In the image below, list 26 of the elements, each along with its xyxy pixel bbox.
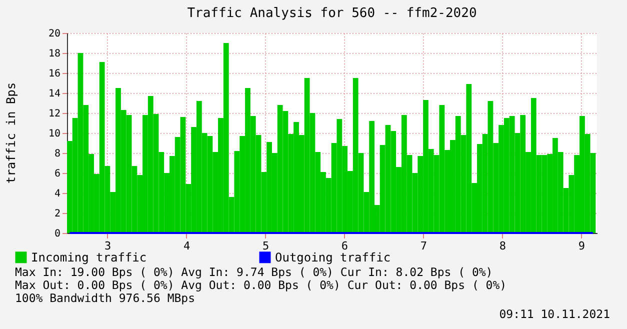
y-tick-label: 16 — [48, 68, 60, 80]
y-tick-label: 10 — [48, 128, 60, 140]
text: 09:11 10.11.2021 — [499, 307, 610, 321]
y-axis-title: traffic in Bps — [4, 82, 18, 184]
x-tick-label: 7 — [420, 240, 428, 252]
x-tick-label: 6 — [341, 240, 348, 252]
y-tick-label: 14 — [48, 88, 60, 100]
y-tick-label: 20 — [48, 28, 60, 40]
text: Max Out: 0.00 Bps ( 0%) Avg Out: 0.00 Bps ( 0%) Cur Out: 0.00 Bps ( 0%) — [15, 278, 507, 292]
x-tick-label: 5 — [262, 240, 270, 252]
x-tick-label: 8 — [499, 240, 506, 252]
text: 100% Bandwidth 976.56 MBps — [15, 291, 196, 305]
y-tick-label: 0 — [54, 228, 60, 240]
y-tick-label: 18 — [48, 48, 60, 60]
y-tick-label: 4 — [54, 188, 60, 200]
y-tick-label: 2 — [54, 208, 60, 220]
y-tick-label: 12 — [48, 108, 60, 120]
x-tick-label: 3 — [104, 240, 112, 252]
x-tick-label: 9 — [578, 240, 586, 252]
text: Max In: 19.00 Bps ( 0%) Avg In: 9.74 Bps ( 0%) Cur In: 8.02 Bps ( 0%) — [15, 265, 493, 279]
legend-label: Outgoing traffic — [275, 250, 391, 264]
x-tick-label: 4 — [183, 240, 190, 252]
y-tick-label: 8 — [54, 148, 60, 160]
y-tick-label: 6 — [54, 168, 60, 180]
legend-label: Incoming traffic — [31, 250, 147, 264]
chart-title: Traffic Analysis for 560 -- ffm2-2020 — [187, 6, 477, 21]
